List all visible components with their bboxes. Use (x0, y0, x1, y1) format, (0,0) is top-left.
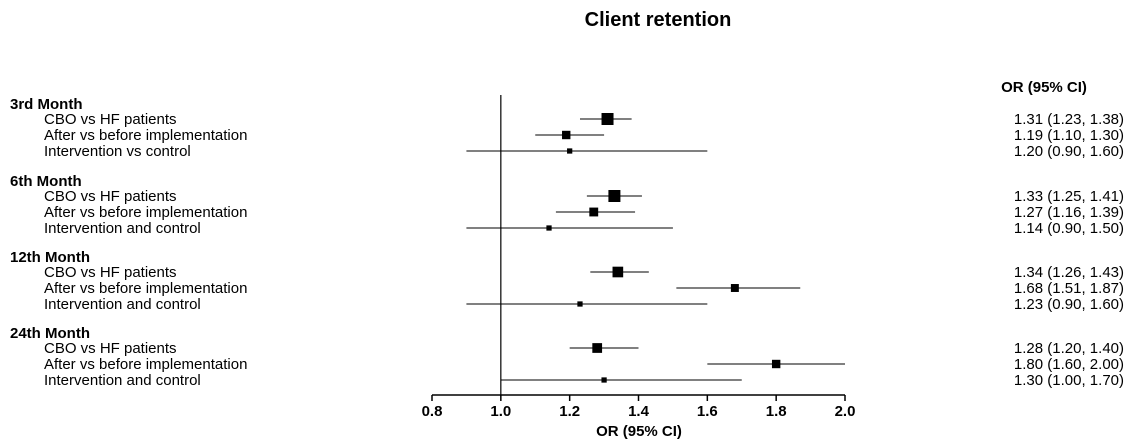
or-ci-value: 1.28 (1.20, 1.40) (1014, 340, 1124, 357)
row-label: Intervention and control (44, 372, 201, 389)
point-estimate-marker (577, 301, 583, 307)
row-label: Intervention vs control (44, 143, 191, 160)
x-axis-label: OR (95% CI) (596, 423, 682, 439)
point-estimate-marker (592, 343, 603, 353)
group-label: 6th Month (10, 173, 82, 190)
or-ci-value: 1.30 (1.00, 1.70) (1014, 372, 1124, 389)
x-tick-label: 1.4 (628, 403, 650, 420)
or-ci-value: 1.23 (0.90, 1.60) (1014, 296, 1124, 313)
or-ci-value: 1.20 (0.90, 1.60) (1014, 143, 1124, 160)
or-ci-value: 1.68 (1.51, 1.87) (1014, 280, 1124, 297)
x-tick-label: 1.8 (766, 403, 787, 420)
row-label: CBO vs HF patients (44, 188, 177, 205)
or-ci-value: 1.14 (0.90, 1.50) (1014, 220, 1124, 237)
x-tick-label: 1.0 (490, 403, 511, 420)
or-ci-value: 1.34 (1.26, 1.43) (1014, 264, 1124, 281)
or-ci-value: 1.27 (1.16, 1.39) (1014, 204, 1124, 221)
row-label: CBO vs HF patients (44, 111, 177, 128)
point-estimate-marker (562, 130, 571, 140)
group-label: 12th Month (10, 249, 90, 266)
row-label: CBO vs HF patients (44, 264, 177, 281)
x-tick-label: 1.6 (697, 403, 718, 420)
chart-title: Client retention (585, 9, 732, 31)
point-estimate-marker (730, 284, 739, 292)
row-label: After vs before implementation (44, 356, 247, 373)
point-estimate-marker (601, 377, 607, 383)
x-tick-label: 0.8 (422, 403, 443, 420)
point-estimate-marker (771, 359, 781, 369)
group-label: 3rd Month (10, 96, 83, 113)
or-ci-value: 1.31 (1.23, 1.38) (1014, 111, 1124, 128)
or-ci-value: 1.19 (1.10, 1.30) (1014, 127, 1124, 144)
point-estimate-marker (546, 225, 552, 231)
point-estimate-marker (567, 148, 573, 154)
x-tick-label: 2.0 (835, 403, 856, 420)
x-axis: 0.8 1.0 1.2 1.4 1.6 1.8 2.0 (422, 394, 856, 420)
row-label: After vs before implementation (44, 127, 247, 144)
row-label: Intervention and control (44, 220, 201, 237)
point-estimate-marker (589, 207, 599, 217)
row-label: After vs before implementation (44, 204, 247, 221)
or-column-header: OR (95% CI) (1001, 79, 1087, 96)
or-ci-value: 1.33 (1.25, 1.41) (1014, 188, 1124, 205)
x-tick-label: 1.2 (559, 403, 580, 420)
point-estimate-marker (612, 266, 624, 278)
point-estimate-marker (601, 113, 614, 125)
or-ci-value: 1.80 (1.60, 2.00) (1014, 356, 1124, 373)
row-label: Intervention and control (44, 296, 201, 313)
group-label: 24th Month (10, 325, 90, 342)
point-estimate-marker (608, 190, 621, 202)
row-label: After vs before implementation (44, 280, 247, 297)
row-label: CBO vs HF patients (44, 340, 177, 357)
